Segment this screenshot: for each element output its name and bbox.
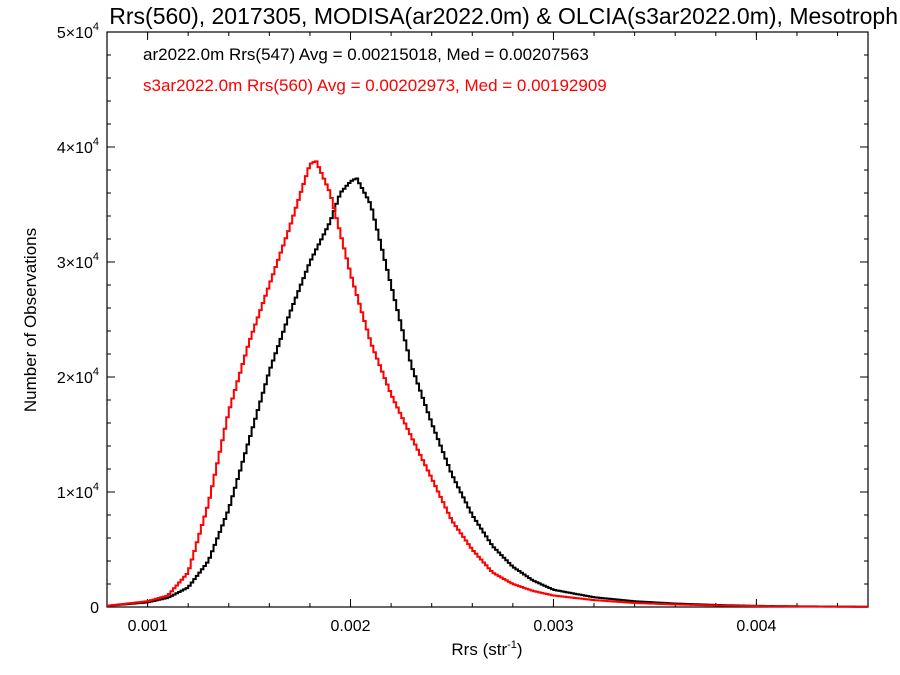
y-tick-label: 4×104 xyxy=(57,136,99,157)
x-tick-label: 0.003 xyxy=(533,618,573,635)
legend-entry-red: s3ar2022.0m Rrs(560) Avg = 0.00202973, M… xyxy=(143,76,607,95)
plot-frame xyxy=(106,31,869,608)
y-tick-label: 0 xyxy=(90,600,99,617)
x-axis-label: Rrs (str-1) xyxy=(451,639,522,659)
y-tick-label: 5×104 xyxy=(57,21,99,42)
series-line-1 xyxy=(107,160,868,608)
series-line-0 xyxy=(107,177,868,608)
y-tick-label: 3×104 xyxy=(57,251,99,272)
y-tick-label: 2×104 xyxy=(57,366,99,387)
data-series xyxy=(107,160,868,608)
x-tick-label: 0.002 xyxy=(330,618,370,635)
legend-entry-black: ar2022.0m Rrs(547) Avg = 0.00215018, Med… xyxy=(143,45,589,64)
axis-ticks: 0.001 0.002 0.003 0.004 0 1×104 2×104 3×104 4×10… xyxy=(57,21,868,635)
x-tick-label: 0.001 xyxy=(128,618,168,635)
y-axis-label: Number of Observations xyxy=(21,228,40,412)
x-tick-label: 0.004 xyxy=(736,618,776,635)
y-tick-label: 1×104 xyxy=(57,481,99,502)
chart-title: Rrs(560), 2017305, MODISA(ar2022.0m) & O… xyxy=(109,3,898,29)
